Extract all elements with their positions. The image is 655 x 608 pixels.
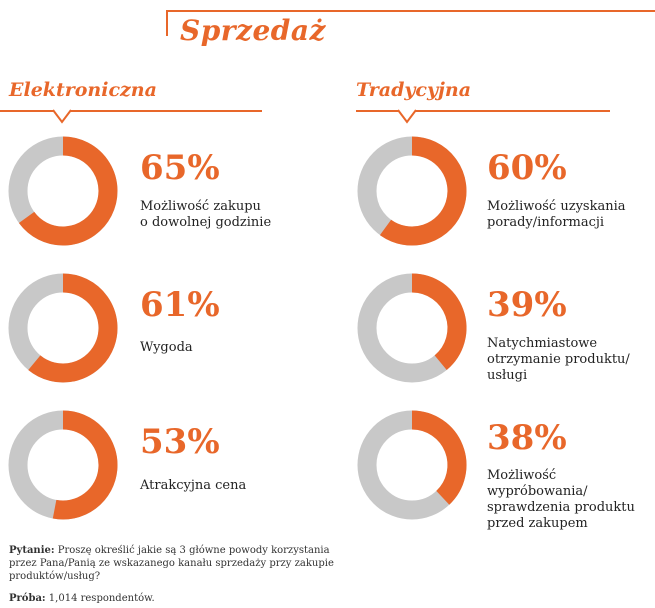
reason-label: Atrakcyjna cena bbox=[140, 478, 247, 493]
question-note: Pytanie: Proszę określić jakie są 3 głów… bbox=[9, 544, 334, 583]
question-label: Pytanie: bbox=[9, 545, 55, 556]
pct-value: 65% bbox=[140, 148, 220, 188]
reason-label: Natychmiastowe otrzymanie produktu/ usłu… bbox=[487, 336, 630, 383]
donut-chart bbox=[357, 136, 467, 246]
question-text: Proszę określić jakie są 3 główne powody… bbox=[9, 545, 334, 582]
pct-value: 39% bbox=[487, 285, 567, 325]
donut-chart bbox=[8, 410, 118, 520]
donut-chart bbox=[357, 410, 467, 520]
group-pointer-tradycyjna bbox=[397, 109, 417, 124]
donut-value-arc bbox=[28, 273, 118, 383]
donut-value-arc bbox=[379, 136, 467, 246]
group-underline-elektroniczna bbox=[0, 110, 262, 112]
group-title-elektroniczna: Elektroniczna bbox=[9, 79, 157, 101]
sample-text: 1,014 respondentów. bbox=[45, 593, 155, 604]
sample-label: Próba: bbox=[9, 593, 46, 604]
group-pointer-elektroniczna bbox=[52, 109, 72, 124]
pct-value: 38% bbox=[487, 418, 567, 458]
donut-value-arc bbox=[411, 410, 467, 505]
donut-chart bbox=[8, 273, 118, 383]
reason-label: Możliwość wypróbowania/ sprawdzenia prod… bbox=[487, 468, 635, 531]
reason-label: Możliwość uzyskania porady/informacji bbox=[487, 199, 626, 230]
group-title-tradycyjna: Tradycyjna bbox=[356, 79, 472, 101]
donut-chart bbox=[8, 136, 118, 246]
sample-note: Próba: 1,014 respondentów. bbox=[9, 592, 155, 605]
group-underline-tradycyjna bbox=[356, 110, 610, 112]
donut-chart bbox=[357, 273, 467, 383]
pct-value: 53% bbox=[140, 422, 220, 462]
page-title: Sprzedaż bbox=[180, 14, 326, 47]
donut-value-arc bbox=[18, 136, 118, 246]
reason-label: Wygoda bbox=[140, 340, 193, 355]
donut-value-arc bbox=[52, 410, 118, 520]
pct-value: 61% bbox=[140, 285, 220, 325]
title-bracket bbox=[166, 10, 655, 36]
pct-value: 60% bbox=[487, 148, 567, 188]
donut-value-arc bbox=[411, 273, 467, 370]
reason-label: Możliwość zakupu o dowolnej godzinie bbox=[140, 199, 272, 230]
